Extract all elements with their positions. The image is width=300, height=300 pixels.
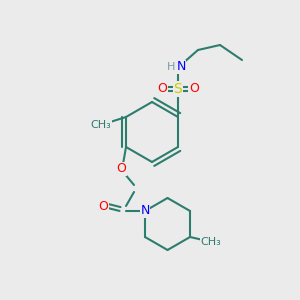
Text: CH₃: CH₃ xyxy=(91,120,111,130)
Text: H: H xyxy=(167,62,175,72)
Text: O: O xyxy=(189,82,199,95)
Text: O: O xyxy=(116,163,126,176)
Text: CH₃: CH₃ xyxy=(201,237,221,247)
Text: O: O xyxy=(157,82,167,95)
Text: S: S xyxy=(174,82,182,96)
Text: N: N xyxy=(140,205,150,218)
Text: O: O xyxy=(98,200,108,212)
Text: N: N xyxy=(176,61,186,74)
